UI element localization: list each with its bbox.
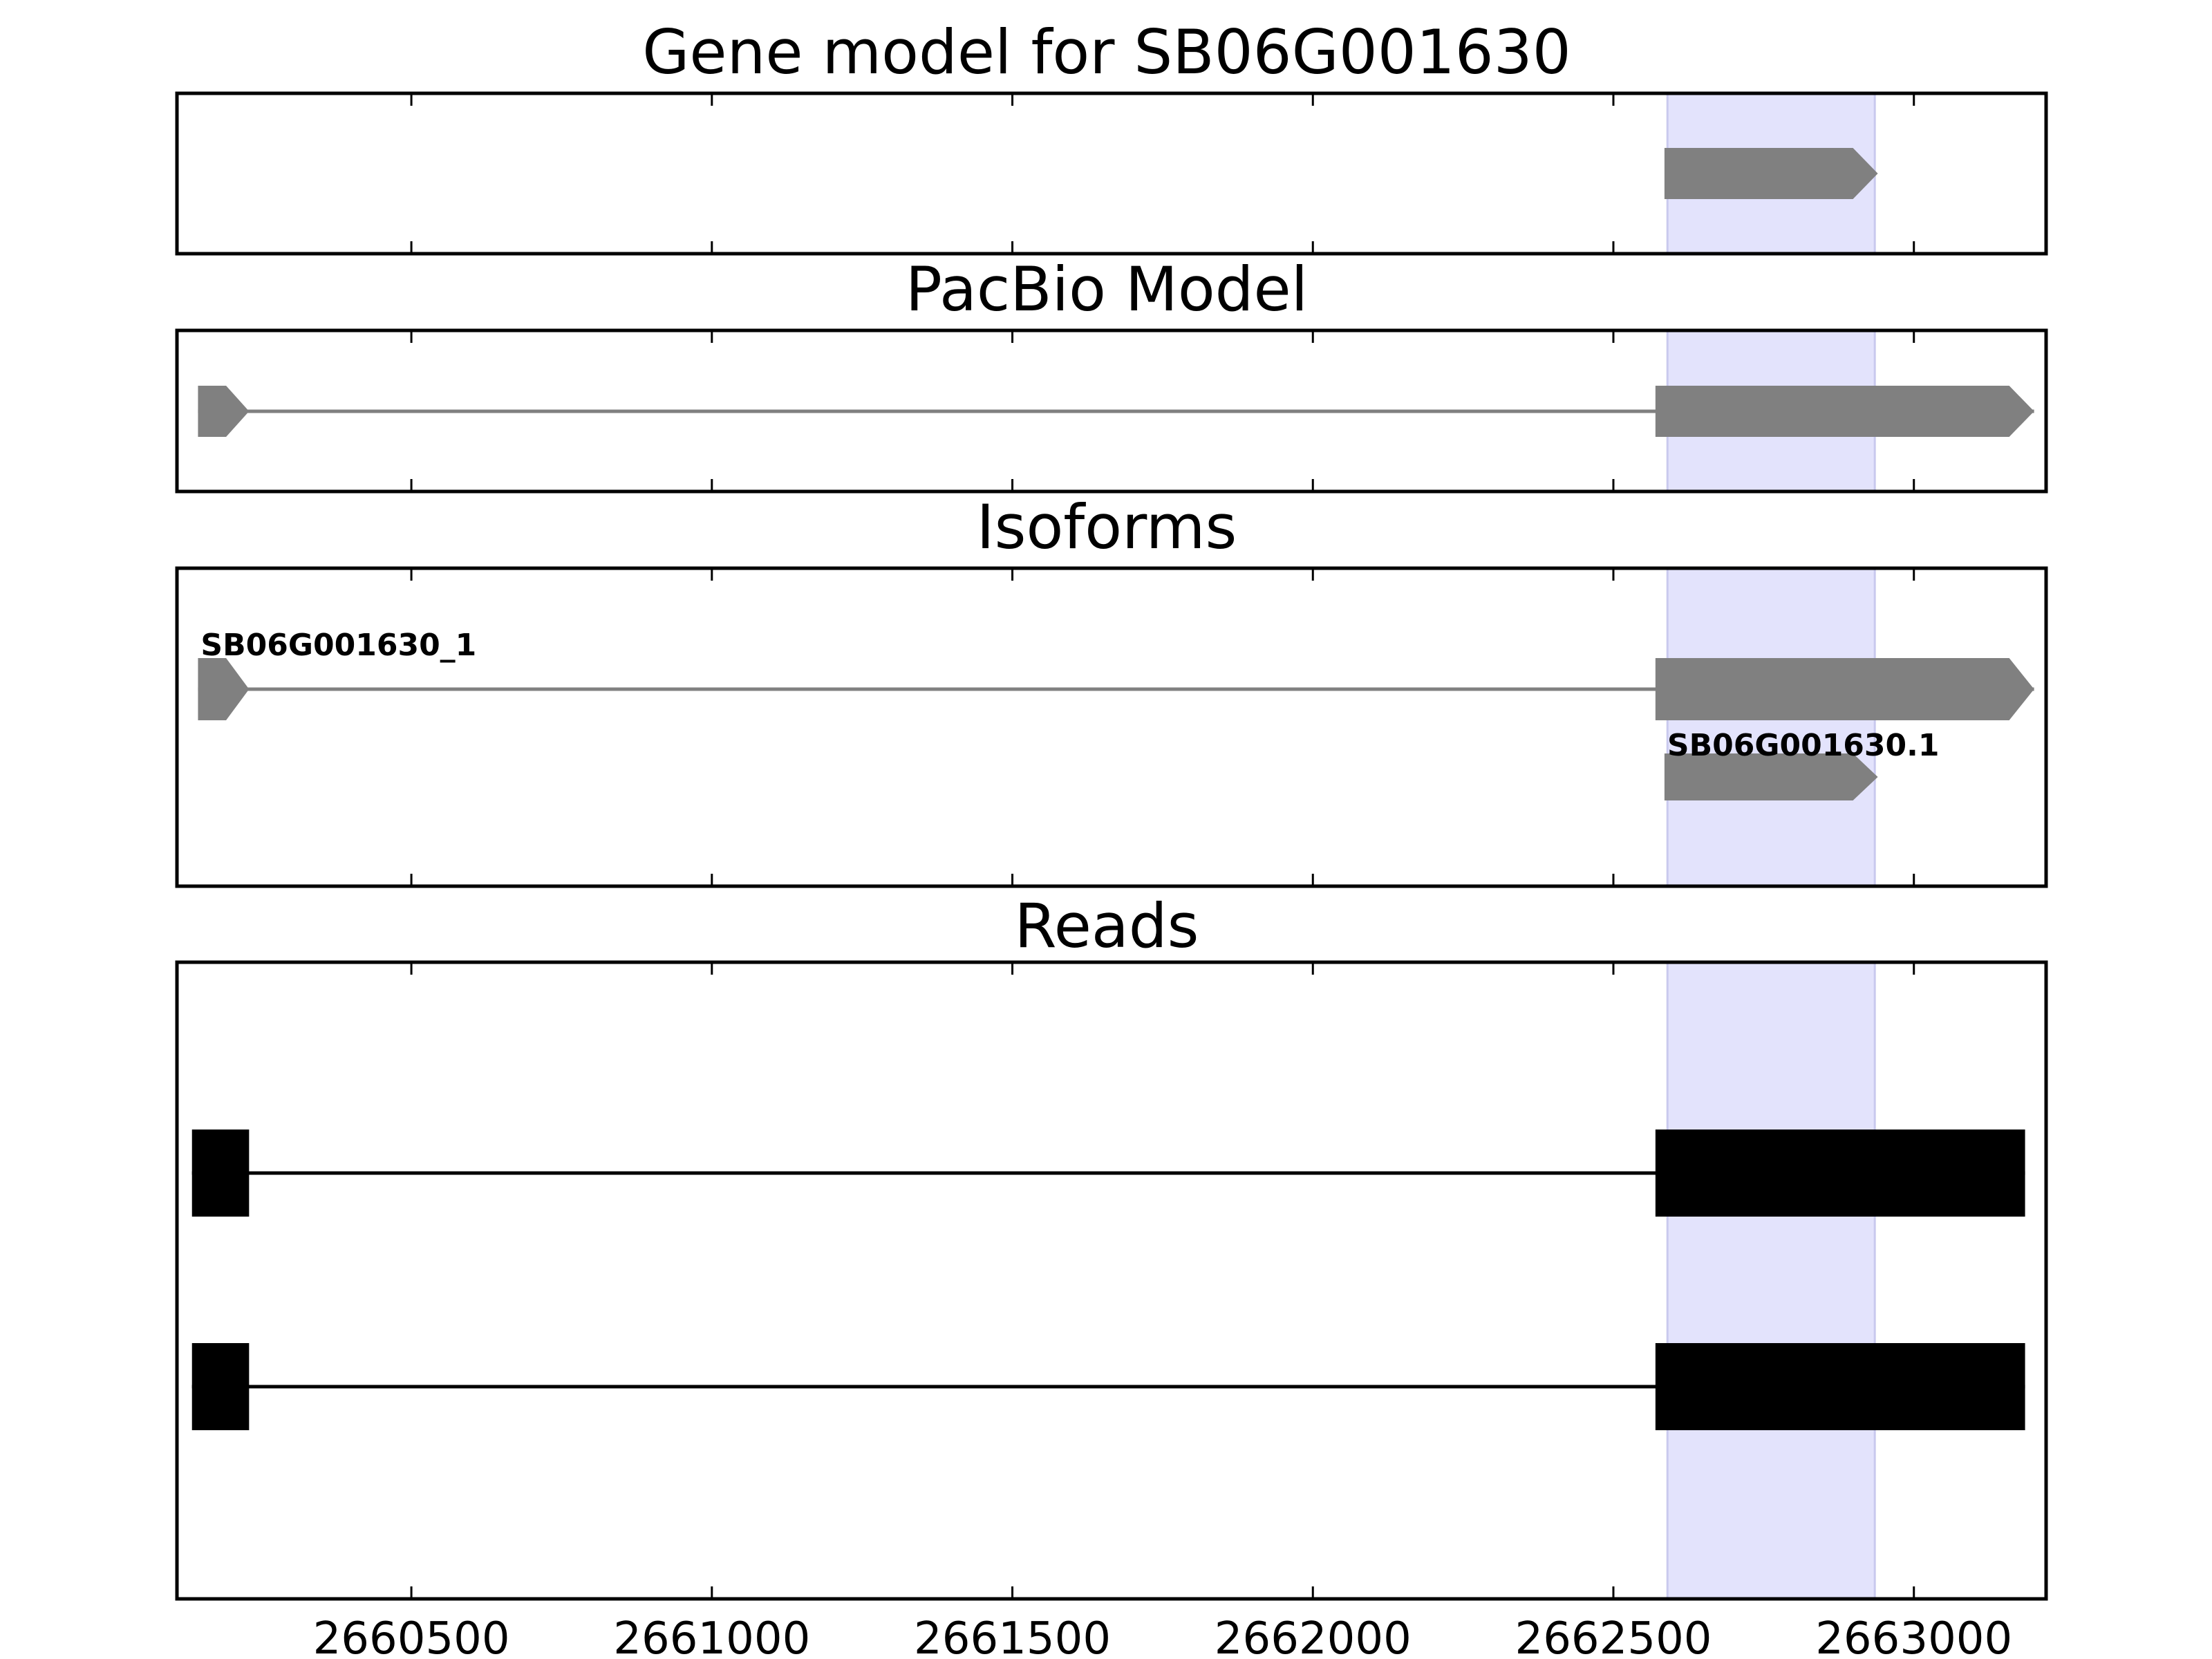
x-tick-label: 2662500: [1515, 1613, 1712, 1659]
isoform-features: SB06G001630_1 SB06G001630.1: [198, 628, 2034, 800]
exon-block: [1655, 658, 2034, 720]
panel-gene-model: Gene model for SB06G001630: [175, 17, 2048, 256]
read-exon-block: [1655, 1130, 2025, 1217]
x-tick-label: 2660500: [313, 1613, 510, 1659]
highlight-region: [1666, 961, 1876, 1600]
x-tick-label: 2663000: [1815, 1613, 2012, 1659]
read-features: [191, 1130, 2025, 1430]
exon-block: [1655, 386, 2034, 437]
pacbio-features: [198, 386, 2034, 437]
x-ticks: [410, 568, 1915, 886]
x-tick-label: 2661500: [914, 1613, 1111, 1659]
x-axis-tick-labels: 2660500 2661000 2661500 2662000 2662500 26630…: [313, 1613, 2013, 1659]
panel-title-reads: Reads: [1015, 890, 1199, 962]
panel-reads: Reads: [175, 890, 2048, 1601]
read-exon-block: [191, 1130, 250, 1217]
panel-pacbio: PacBio Model: [175, 254, 2048, 494]
read-exon-block: [191, 1343, 250, 1430]
highlight-region: [1666, 567, 1876, 888]
x-tick-label: 2662000: [1215, 1613, 1412, 1659]
x-ticks: [410, 93, 1915, 254]
panel-isoforms: Isoforms SB06G001630_1 SB06G001630.1: [175, 491, 2048, 888]
x-ticks: [410, 962, 1915, 1599]
x-ticks: [410, 330, 1915, 491]
gene-model-features: [1664, 148, 1878, 199]
exon-block: [198, 658, 250, 720]
exon-block: [1664, 148, 1878, 199]
x-tick-label: 2661000: [613, 1613, 810, 1659]
panel-frame: [175, 91, 2048, 256]
isoform-label: SB06G001630.1: [1667, 728, 1940, 763]
panel-title-gene-model: Gene model for SB06G001630: [642, 17, 1571, 88]
exon-block: [1664, 753, 1878, 800]
panel-frame: [175, 328, 2048, 494]
read-exon-block: [1655, 1343, 2025, 1430]
panel-frame: [175, 960, 2048, 1601]
panel-title-pacbio: PacBio Model: [906, 254, 1308, 325]
panel-frame: [175, 566, 2048, 888]
isoform-label: SB06G001630_1: [200, 628, 476, 663]
exon-block: [198, 386, 250, 437]
panel-title-isoforms: Isoforms: [977, 491, 1237, 563]
